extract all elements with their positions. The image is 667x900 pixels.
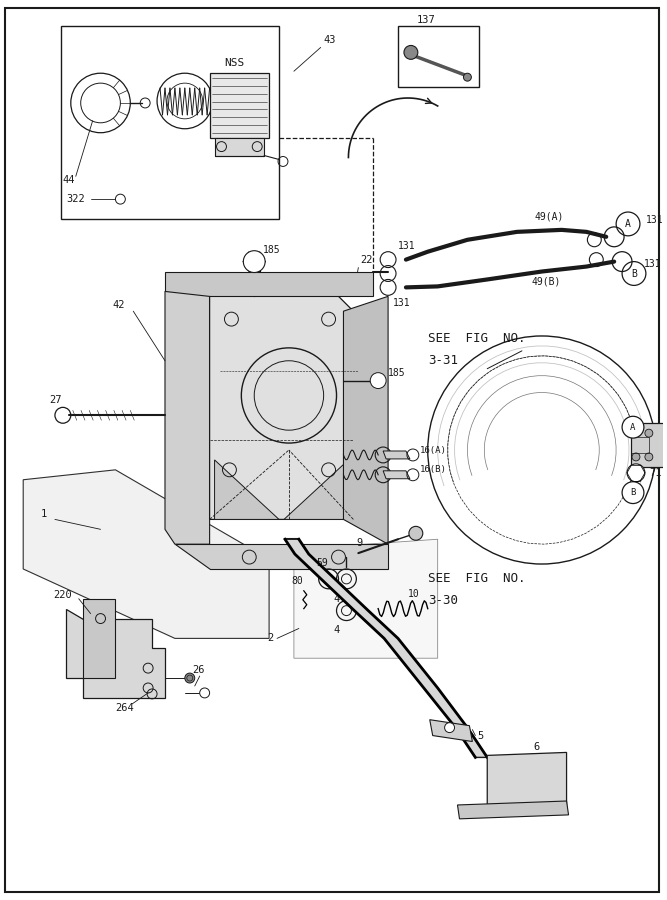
Polygon shape [175, 544, 388, 569]
Polygon shape [165, 292, 209, 544]
Polygon shape [430, 720, 472, 742]
Polygon shape [23, 470, 269, 638]
Text: 3-30: 3-30 [428, 594, 458, 608]
Polygon shape [285, 539, 487, 758]
Text: 220: 220 [53, 590, 71, 599]
Text: SEE  FIG  NO.: SEE FIG NO. [428, 572, 525, 585]
Text: 49(A): 49(A) [535, 212, 564, 222]
Text: B: B [631, 268, 637, 278]
Polygon shape [209, 296, 354, 519]
Circle shape [632, 453, 640, 461]
Bar [61, 25, 279, 219]
Polygon shape [383, 471, 410, 479]
Text: 131: 131 [398, 240, 416, 251]
Text: 44: 44 [63, 176, 75, 185]
Text: NSS: NSS [224, 58, 245, 68]
Text: 42: 42 [113, 301, 125, 310]
Text: 16(B): 16(B) [420, 465, 447, 474]
Polygon shape [284, 460, 348, 519]
Text: SEE  FIG  NO.: SEE FIG NO. [428, 332, 525, 346]
Text: 16(A): 16(A) [420, 446, 447, 454]
Text: 322: 322 [66, 194, 85, 204]
Polygon shape [215, 138, 264, 156]
Circle shape [632, 429, 640, 437]
Text: 264: 264 [115, 703, 134, 713]
Circle shape [404, 46, 418, 59]
Text: 43: 43 [323, 34, 336, 44]
Text: 59: 59 [317, 558, 328, 568]
Circle shape [622, 417, 644, 438]
Circle shape [622, 482, 644, 503]
Text: 4: 4 [334, 626, 340, 635]
Bar [209, 73, 269, 138]
Polygon shape [631, 423, 667, 467]
Polygon shape [487, 752, 566, 809]
Text: 4: 4 [334, 594, 340, 604]
Circle shape [445, 723, 454, 733]
Text: 2: 2 [267, 634, 273, 643]
Text: 3-31: 3-31 [428, 355, 458, 367]
Polygon shape [294, 539, 438, 658]
Text: 71: 71 [649, 468, 662, 478]
Text: 27: 27 [49, 395, 61, 405]
Text: 137: 137 [416, 14, 435, 24]
Polygon shape [165, 272, 374, 296]
Circle shape [645, 429, 653, 437]
Text: 185: 185 [263, 245, 281, 255]
Polygon shape [83, 598, 115, 678]
Text: 22: 22 [360, 255, 373, 265]
Polygon shape [344, 296, 388, 544]
Text: 49(B): 49(B) [532, 276, 561, 286]
Circle shape [645, 453, 653, 461]
Bar [398, 25, 480, 87]
Text: A: A [625, 219, 631, 229]
Circle shape [199, 688, 209, 698]
Circle shape [627, 464, 645, 482]
Polygon shape [66, 608, 165, 698]
Circle shape [464, 73, 472, 81]
Text: 1: 1 [41, 509, 47, 519]
Text: 131: 131 [393, 298, 411, 309]
Text: 26: 26 [192, 665, 204, 675]
Text: 185: 185 [388, 368, 406, 378]
Polygon shape [458, 801, 568, 819]
Text: B: B [630, 488, 636, 497]
Text: 6: 6 [534, 742, 540, 752]
Text: 131: 131 [644, 258, 662, 268]
Circle shape [243, 251, 265, 273]
Text: A: A [630, 423, 636, 432]
Text: 5: 5 [478, 731, 484, 741]
Circle shape [409, 526, 423, 540]
Polygon shape [383, 451, 410, 459]
Text: 9: 9 [356, 538, 363, 548]
Text: 80: 80 [291, 576, 303, 586]
Circle shape [185, 673, 195, 683]
Circle shape [370, 373, 386, 389]
Text: 10: 10 [408, 589, 420, 598]
Polygon shape [215, 460, 279, 519]
Text: 131: 131 [646, 215, 664, 225]
